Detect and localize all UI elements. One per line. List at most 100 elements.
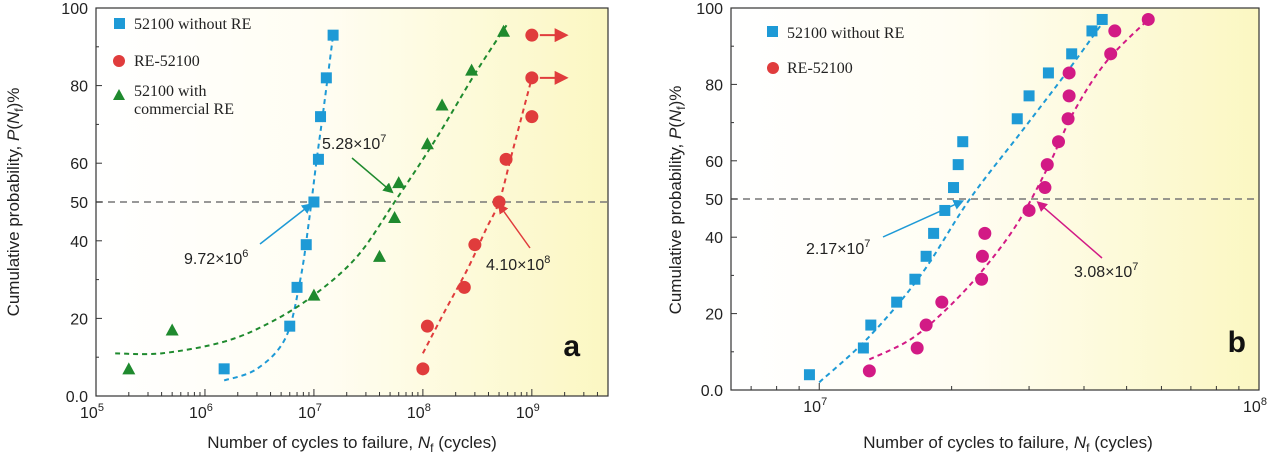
- annotation-arrows-a: [259, 157, 531, 249]
- data-point-circle: [975, 249, 989, 263]
- annotation-arrow: [1036, 201, 1103, 259]
- data-point-square: [291, 281, 303, 293]
- annotation-b-1: 2.17×107: [806, 238, 870, 258]
- annotation-a-3: 4.10×108: [486, 254, 550, 274]
- data-point-circle: [1141, 12, 1155, 26]
- annotation-a-2: 5.28×107: [322, 133, 386, 153]
- x-tick-label: 108: [407, 402, 431, 422]
- data-markers-a: [122, 24, 539, 376]
- data-point-square: [939, 204, 951, 216]
- data-point-square: [957, 136, 969, 148]
- data-point-square: [1011, 113, 1023, 125]
- y-tick-label: 80: [70, 79, 88, 96]
- data-point-circle: [492, 195, 506, 209]
- x-axis-a: 105 106 107 108 109: [80, 389, 598, 422]
- data-point-square: [948, 182, 960, 194]
- data-point-circle: [1052, 135, 1066, 149]
- data-point-square: [865, 319, 877, 331]
- data-point-square: [218, 363, 230, 375]
- data-point-triangle: [373, 249, 387, 262]
- data-point-circle: [975, 272, 989, 286]
- legend-label-52100-b: 52100 without RE: [787, 25, 904, 42]
- data-point-square: [327, 29, 339, 41]
- data-point-triangle: [392, 176, 406, 189]
- x-tick-label: 107: [803, 396, 827, 416]
- y-tick-label: 40: [705, 230, 723, 247]
- data-point-triangle: [165, 323, 179, 336]
- data-point-square: [857, 342, 869, 354]
- data-point-circle: [525, 28, 539, 42]
- y-axis-title-b: Cumulative probability, P(Nf)%: [666, 86, 688, 315]
- fit-curve: [421, 77, 533, 354]
- y-tick-label: 50: [70, 195, 88, 212]
- panel-label-a: a: [563, 330, 580, 363]
- legend-label-commercial-line2: commercial RE: [134, 101, 234, 118]
- y-tick-label: 50: [705, 192, 723, 209]
- annotation-arrow: [497, 203, 531, 249]
- y-tick-label: 80: [705, 77, 723, 94]
- data-point-triangle: [497, 24, 511, 37]
- legend-b: 52100 without RE RE-52100: [767, 25, 904, 77]
- data-point-square: [803, 369, 815, 381]
- x-tick-label: 106: [189, 402, 213, 422]
- data-point-circle: [935, 295, 949, 309]
- data-point-circle: [1062, 89, 1076, 103]
- annotation-b-2: 3.08×107: [1074, 261, 1138, 281]
- data-point-circle: [1038, 181, 1052, 195]
- data-point-circle: [457, 280, 471, 294]
- x-axis-title-a: Number of cycles to failure, Nf (cycles): [207, 433, 497, 454]
- y-tick-label: 0.0: [66, 389, 88, 406]
- data-point-triangle: [122, 362, 136, 375]
- data-point-square: [891, 296, 903, 308]
- data-point-circle: [499, 152, 513, 166]
- x-tick-label: 109: [516, 402, 540, 422]
- data-point-square: [308, 196, 320, 208]
- y-tick-label: 40: [70, 234, 88, 251]
- annotation-a-1: 9.72×106: [184, 248, 248, 268]
- fit-curve: [223, 35, 335, 382]
- y-tick-label: 20: [70, 311, 88, 328]
- legend-label-commercial-line1: 52100 with: [134, 83, 206, 100]
- data-point-square: [1066, 48, 1078, 60]
- y-tick-label: 0.0: [701, 383, 723, 400]
- y-axis-title-a: Cumulative probability, P(Nf)%: [4, 88, 26, 317]
- data-point-square: [312, 153, 324, 165]
- chart-panel-a: 0.0 20 40 50 60 80 100 105 106 107 108 109 52100 w…: [4, 1, 609, 454]
- data-point-square: [909, 273, 921, 285]
- fit-curve: [868, 18, 1149, 361]
- data-point-circle: [1062, 66, 1076, 80]
- chart-panel-b: 0.0 20 40 50 60 80 100 107 108 52100 without RE…: [666, 1, 1267, 454]
- annotation-arrow: [351, 157, 394, 194]
- data-point-square: [1096, 13, 1108, 25]
- data-point-square: [300, 239, 312, 251]
- data-point-circle: [1104, 47, 1118, 61]
- data-point-square: [928, 227, 940, 239]
- annotation-arrow: [259, 203, 313, 245]
- data-point-square: [952, 159, 964, 171]
- x-axis-b: 107 108: [750, 383, 1267, 416]
- data-point-circle: [420, 319, 434, 333]
- y-axis-a: 0.0 20 40 50 60 80 100: [61, 1, 102, 406]
- legend-label-52100: 52100 without RE: [134, 16, 251, 33]
- fit-lines-a: [115, 22, 533, 382]
- data-point-square: [284, 320, 296, 332]
- data-point-circle: [978, 226, 992, 240]
- data-point-circle: [1040, 158, 1054, 172]
- legend-marker-square-b: [767, 26, 778, 37]
- legend-label-re-52100-b: RE-52100: [787, 60, 853, 77]
- legend-a: 52100 without RE RE-52100 52100 with com…: [113, 16, 251, 118]
- data-point-triangle: [388, 211, 402, 224]
- data-point-circle: [910, 341, 924, 355]
- y-tick-label: 60: [70, 156, 88, 173]
- x-tick-label: 108: [1243, 396, 1267, 416]
- data-point-circle: [919, 318, 933, 332]
- data-point-triangle: [420, 137, 434, 150]
- y-axis-b: 0.0 20 40 50 60 80 100: [696, 1, 737, 400]
- data-point-triangle: [465, 63, 479, 76]
- legend-marker-circle-b: [767, 62, 779, 74]
- legend-marker-square: [114, 18, 125, 29]
- x-tick-label: 107: [298, 402, 322, 422]
- data-point-triangle: [307, 288, 321, 301]
- y-tick-label: 20: [705, 307, 723, 324]
